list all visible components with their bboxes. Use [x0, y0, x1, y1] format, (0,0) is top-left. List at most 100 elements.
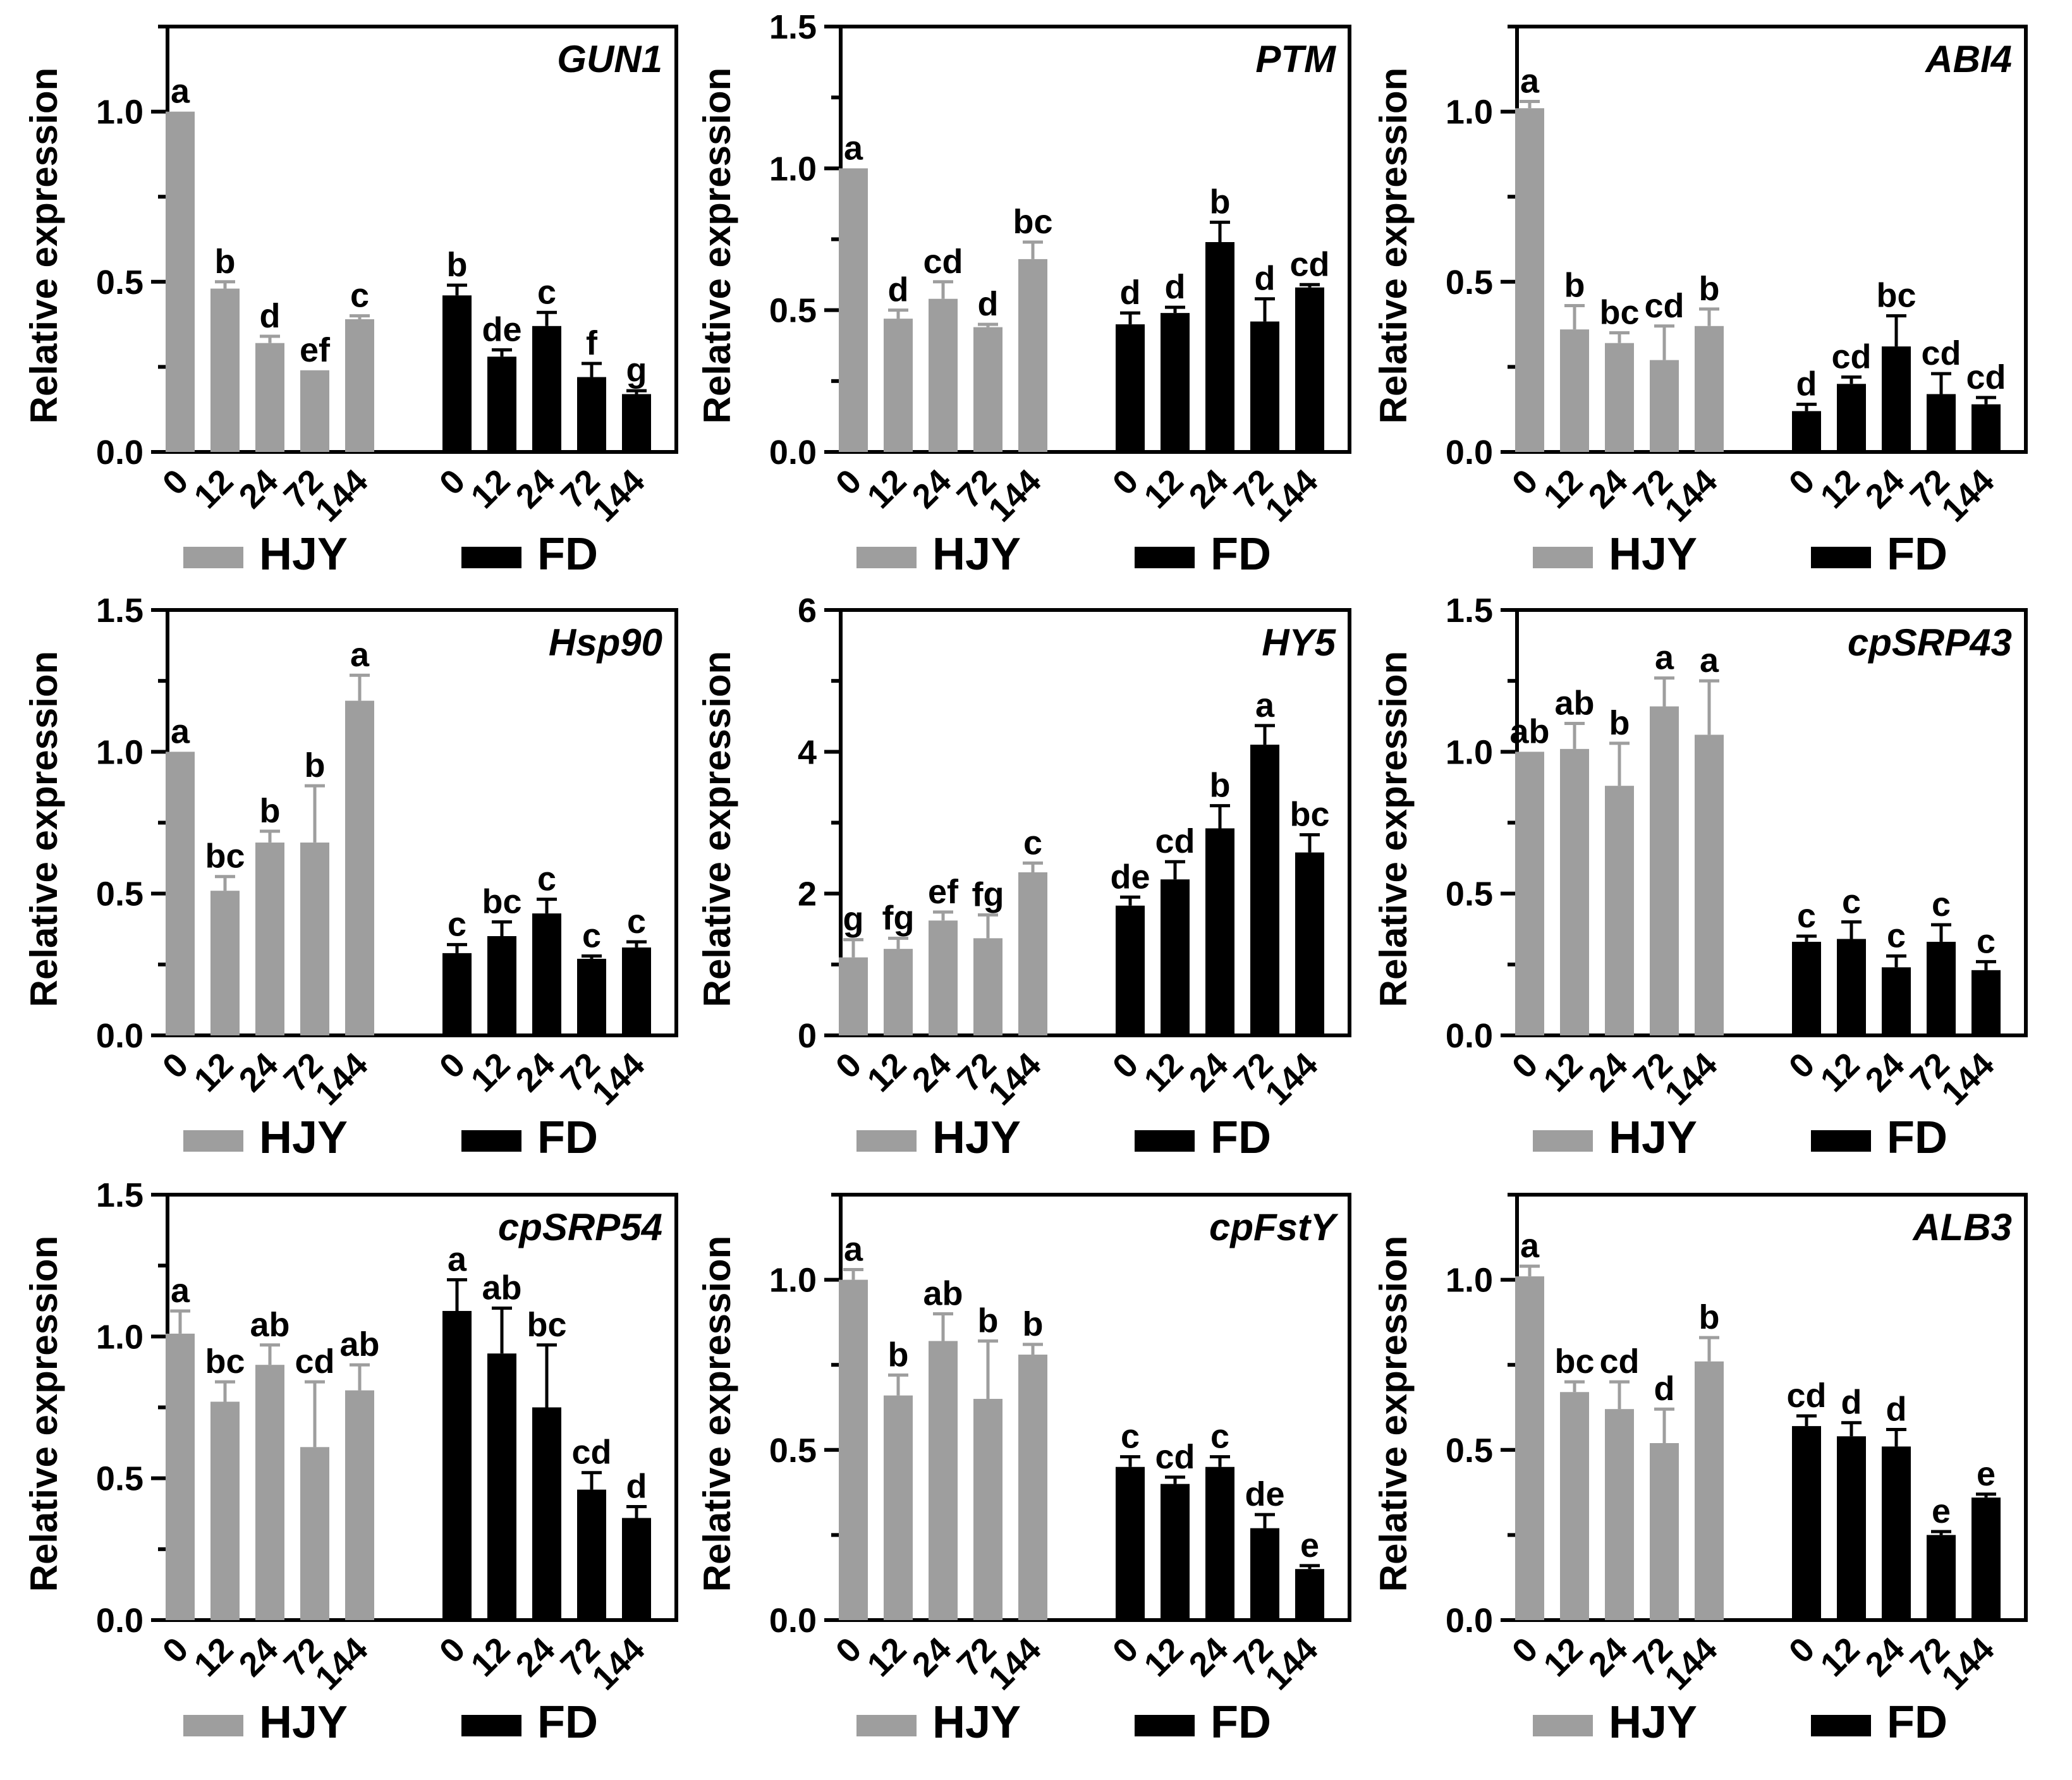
bar [487, 1353, 516, 1620]
legend-label-hjy: HJY [259, 529, 348, 580]
significance-letter: ab [339, 1326, 379, 1363]
legend-swatch-fd [1135, 547, 1195, 568]
significance-letter: ef [928, 873, 959, 911]
x-tick-label: 0 [155, 1630, 196, 1671]
bar [345, 700, 374, 1035]
bar [622, 394, 651, 452]
significance-letter: a [171, 712, 190, 750]
bar [442, 1310, 472, 1620]
y-tick-label: 1.5 [96, 1176, 143, 1214]
bar [1295, 852, 1324, 1035]
legend-label-fd: FD [1210, 529, 1271, 580]
bar [210, 891, 240, 1035]
x-tick-label: 0 [1505, 1630, 1545, 1671]
x-tick-label: 144 [981, 462, 1048, 529]
y-tick-label: 0.5 [769, 1432, 817, 1470]
bar [1792, 411, 1821, 452]
significance-letter: bc [205, 1343, 245, 1381]
bar [839, 168, 868, 452]
y-tick-label: 1.5 [96, 592, 143, 630]
x-tick-label: 144 [981, 1045, 1048, 1112]
significance-letter: ab [923, 1274, 963, 1312]
y-tick-label: 1.5 [1446, 592, 1493, 630]
bar [532, 326, 561, 452]
significance-letter: ab [1554, 684, 1594, 722]
bar [577, 377, 606, 452]
bar [973, 1399, 1002, 1620]
bar [1018, 1355, 1047, 1620]
x-tick-label: 0 [829, 1045, 869, 1086]
y-axis-label: Relative expression [23, 68, 65, 424]
bar [1882, 346, 1911, 452]
significance-letter: cd [1644, 287, 1684, 325]
y-tick-label: 1.0 [96, 1318, 143, 1356]
significance-letter: bc [1289, 796, 1329, 834]
legend-label-hjy: HJY [259, 1112, 348, 1163]
significance-letter: d [888, 271, 909, 309]
significance-letter: d [626, 1468, 647, 1506]
significance-letter: b [1023, 1305, 1044, 1343]
bar [1650, 706, 1679, 1035]
legend-swatch-fd [461, 1715, 521, 1736]
significance-letter: e [1932, 1492, 1951, 1530]
y-tick-label: 0.5 [1446, 264, 1493, 302]
legend-swatch-hjy [856, 547, 917, 568]
y-tick-label: 0.0 [96, 1017, 143, 1055]
y-tick-label: 1.0 [769, 1262, 817, 1300]
significance-letter: c [1797, 897, 1816, 935]
significance-letter: c [350, 277, 369, 315]
significance-letter: d [1886, 1390, 1907, 1428]
gene-title: cpSRP54 [498, 1206, 662, 1248]
x-tick-label: 0 [1782, 462, 1822, 503]
gene-title: ABI4 [1924, 38, 2012, 80]
bar [1205, 241, 1234, 452]
bar [1792, 1426, 1821, 1620]
significance-letter: cd [1786, 1377, 1826, 1415]
y-tick-label: 0.0 [1446, 1017, 1493, 1055]
significance-letter: bc [1876, 277, 1916, 315]
bar [345, 319, 374, 452]
bar [1295, 287, 1324, 452]
significance-letter: a [171, 1272, 190, 1310]
legend-swatch-fd [1811, 1715, 1871, 1736]
bar [1837, 1436, 1866, 1620]
y-axis-label: Relative expression [23, 1236, 65, 1592]
bar [577, 1489, 606, 1620]
y-tick-label: 0.5 [96, 1460, 143, 1498]
y-tick-label: 0.0 [96, 434, 143, 472]
bar [1695, 326, 1724, 452]
x-tick-label: 0 [1106, 1630, 1146, 1671]
bar [1695, 1361, 1724, 1620]
bar [166, 1333, 195, 1620]
significance-letter: cd [1966, 358, 2006, 396]
bar [1116, 324, 1145, 452]
significance-letter: a [448, 1241, 467, 1279]
y-tick-label: 1.0 [769, 150, 817, 188]
significance-letter: b [1699, 270, 1720, 308]
bar [1161, 1484, 1190, 1620]
significance-letter: c [448, 905, 466, 943]
x-tick-label: 0 [829, 1630, 869, 1671]
significance-letter: ab [482, 1269, 521, 1307]
significance-letter: cd [1921, 334, 1961, 372]
bar [1837, 384, 1866, 452]
y-tick-label: 0.5 [1446, 875, 1493, 913]
y-axis-label: Relative expression [696, 68, 738, 424]
y-tick-label: 0.0 [1446, 434, 1493, 472]
bar [1560, 329, 1589, 452]
significance-letter: c [1887, 917, 1906, 954]
significance-letter: e [1300, 1527, 1319, 1564]
bar [1250, 1528, 1279, 1620]
significance-letter: c [1842, 883, 1861, 921]
y-tick-label: 0.0 [769, 1602, 817, 1640]
significance-letter: b [305, 747, 326, 784]
bar [532, 913, 561, 1035]
significance-letter: a [1255, 686, 1275, 724]
significance-letter: de [1245, 1475, 1284, 1513]
bar [255, 343, 284, 452]
significance-letter: d [1654, 1370, 1675, 1408]
bar [1650, 1443, 1679, 1620]
bar [166, 752, 195, 1035]
